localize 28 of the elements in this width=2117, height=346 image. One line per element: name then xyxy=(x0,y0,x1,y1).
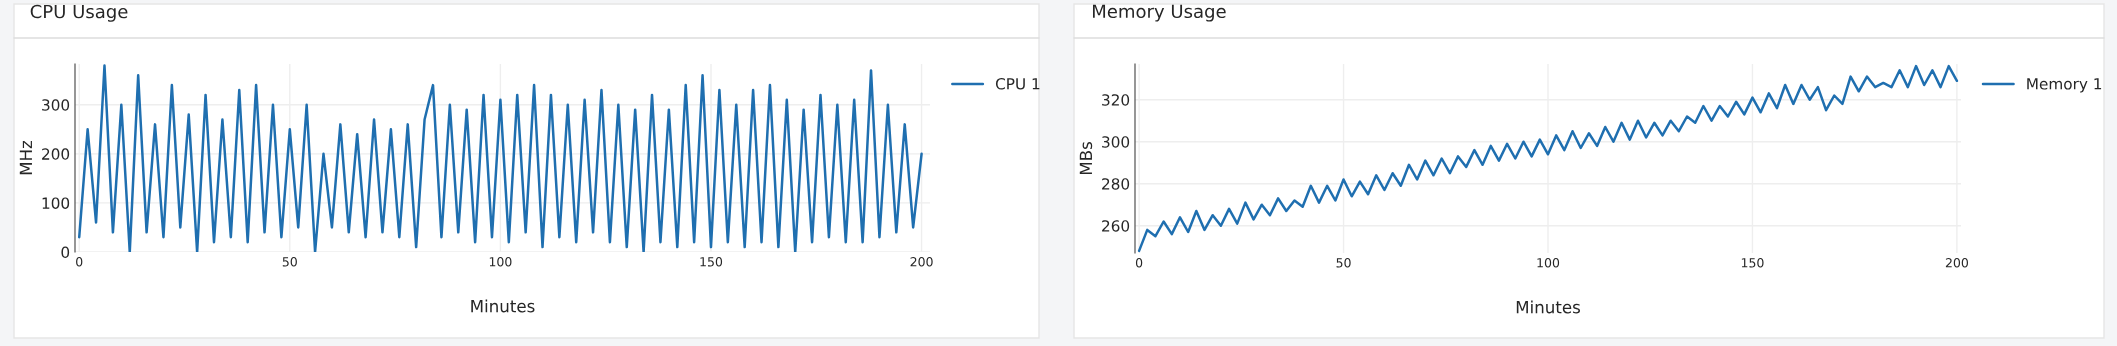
line-series xyxy=(77,64,923,252)
x-axis-title: Minutes xyxy=(471,299,535,313)
chart-title: CPU Usage xyxy=(30,4,128,22)
y-axis-title: MHz xyxy=(19,140,32,175)
y-tick-label: 300 xyxy=(1102,136,1130,148)
x-tick-label: 50 xyxy=(1336,258,1351,268)
x-tick-label: 0 xyxy=(1135,258,1143,268)
line-series xyxy=(1137,64,1959,253)
y-tick-label: 100 xyxy=(42,197,70,209)
x-tick-label: 150 xyxy=(1741,258,1764,268)
y-tick-label: 280 xyxy=(1102,178,1130,190)
x-tick-label: 0 xyxy=(76,257,83,267)
x-axis-title: Minutes xyxy=(1516,300,1580,314)
x-tick-label: 100 xyxy=(489,257,512,267)
y-tick-label: 300 xyxy=(42,99,70,111)
x-tick-label: 50 xyxy=(282,257,297,267)
x-tick-label: 200 xyxy=(910,257,933,267)
x-tick-label: 150 xyxy=(700,257,723,267)
x-tick-label: 100 xyxy=(1537,258,1560,268)
legend-label: Memory 1 xyxy=(2027,78,2102,93)
chart-title: Memory Usage xyxy=(1092,4,1226,22)
x-tick-label: 200 xyxy=(1945,258,1969,268)
legend-label: CPU 1 xyxy=(995,78,1040,90)
y-axis-title: MBs xyxy=(1079,142,1093,175)
y-tick-label: 320 xyxy=(1102,94,1130,106)
y-tick-label: 0 xyxy=(61,246,70,259)
y-tick-label: 260 xyxy=(1102,220,1130,232)
y-tick-label: 200 xyxy=(42,148,70,160)
